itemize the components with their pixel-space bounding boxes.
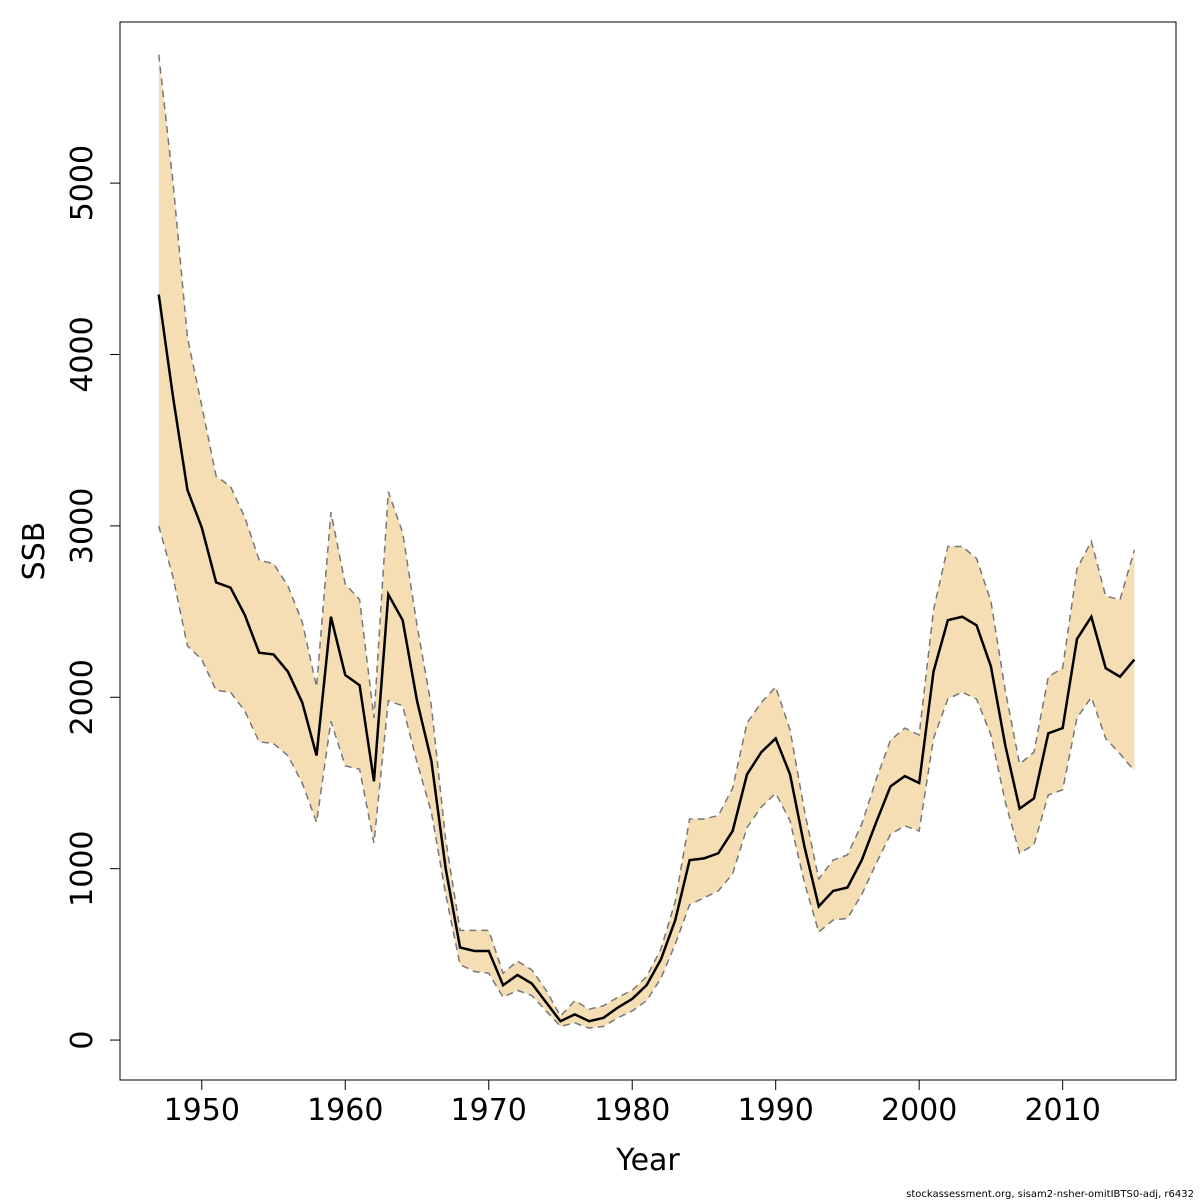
y-tick-label: 5000 [65,145,100,221]
x-tick-label: 1990 [738,1093,814,1128]
x-tick-label: 1970 [451,1093,527,1128]
x-axis-label: Year [615,1143,680,1178]
x-tick-label: 2000 [881,1093,957,1128]
caption: stockassessment.org, sisam2-nsher-omitIB… [906,1189,1194,1200]
x-tick-label: 1980 [594,1093,670,1128]
x-tick-label: 1960 [307,1093,383,1128]
upper-bound [157,54,1136,1018]
x-tick-label: 1950 [164,1093,240,1128]
confidence-band [158,54,1135,1029]
y-tick-label: 0 [65,1031,100,1050]
y-tick-label: 3000 [65,488,100,564]
y-axis-label: SSB [17,522,52,581]
estimate-line [157,294,1136,1023]
x-tick-label: 2010 [1024,1093,1100,1128]
y-tick-label: 1000 [65,830,100,906]
y-tick-label: 2000 [65,659,100,735]
y-tick-label: 4000 [65,316,100,392]
plot-frame [119,21,1177,1081]
lower-bound [158,525,1135,1029]
